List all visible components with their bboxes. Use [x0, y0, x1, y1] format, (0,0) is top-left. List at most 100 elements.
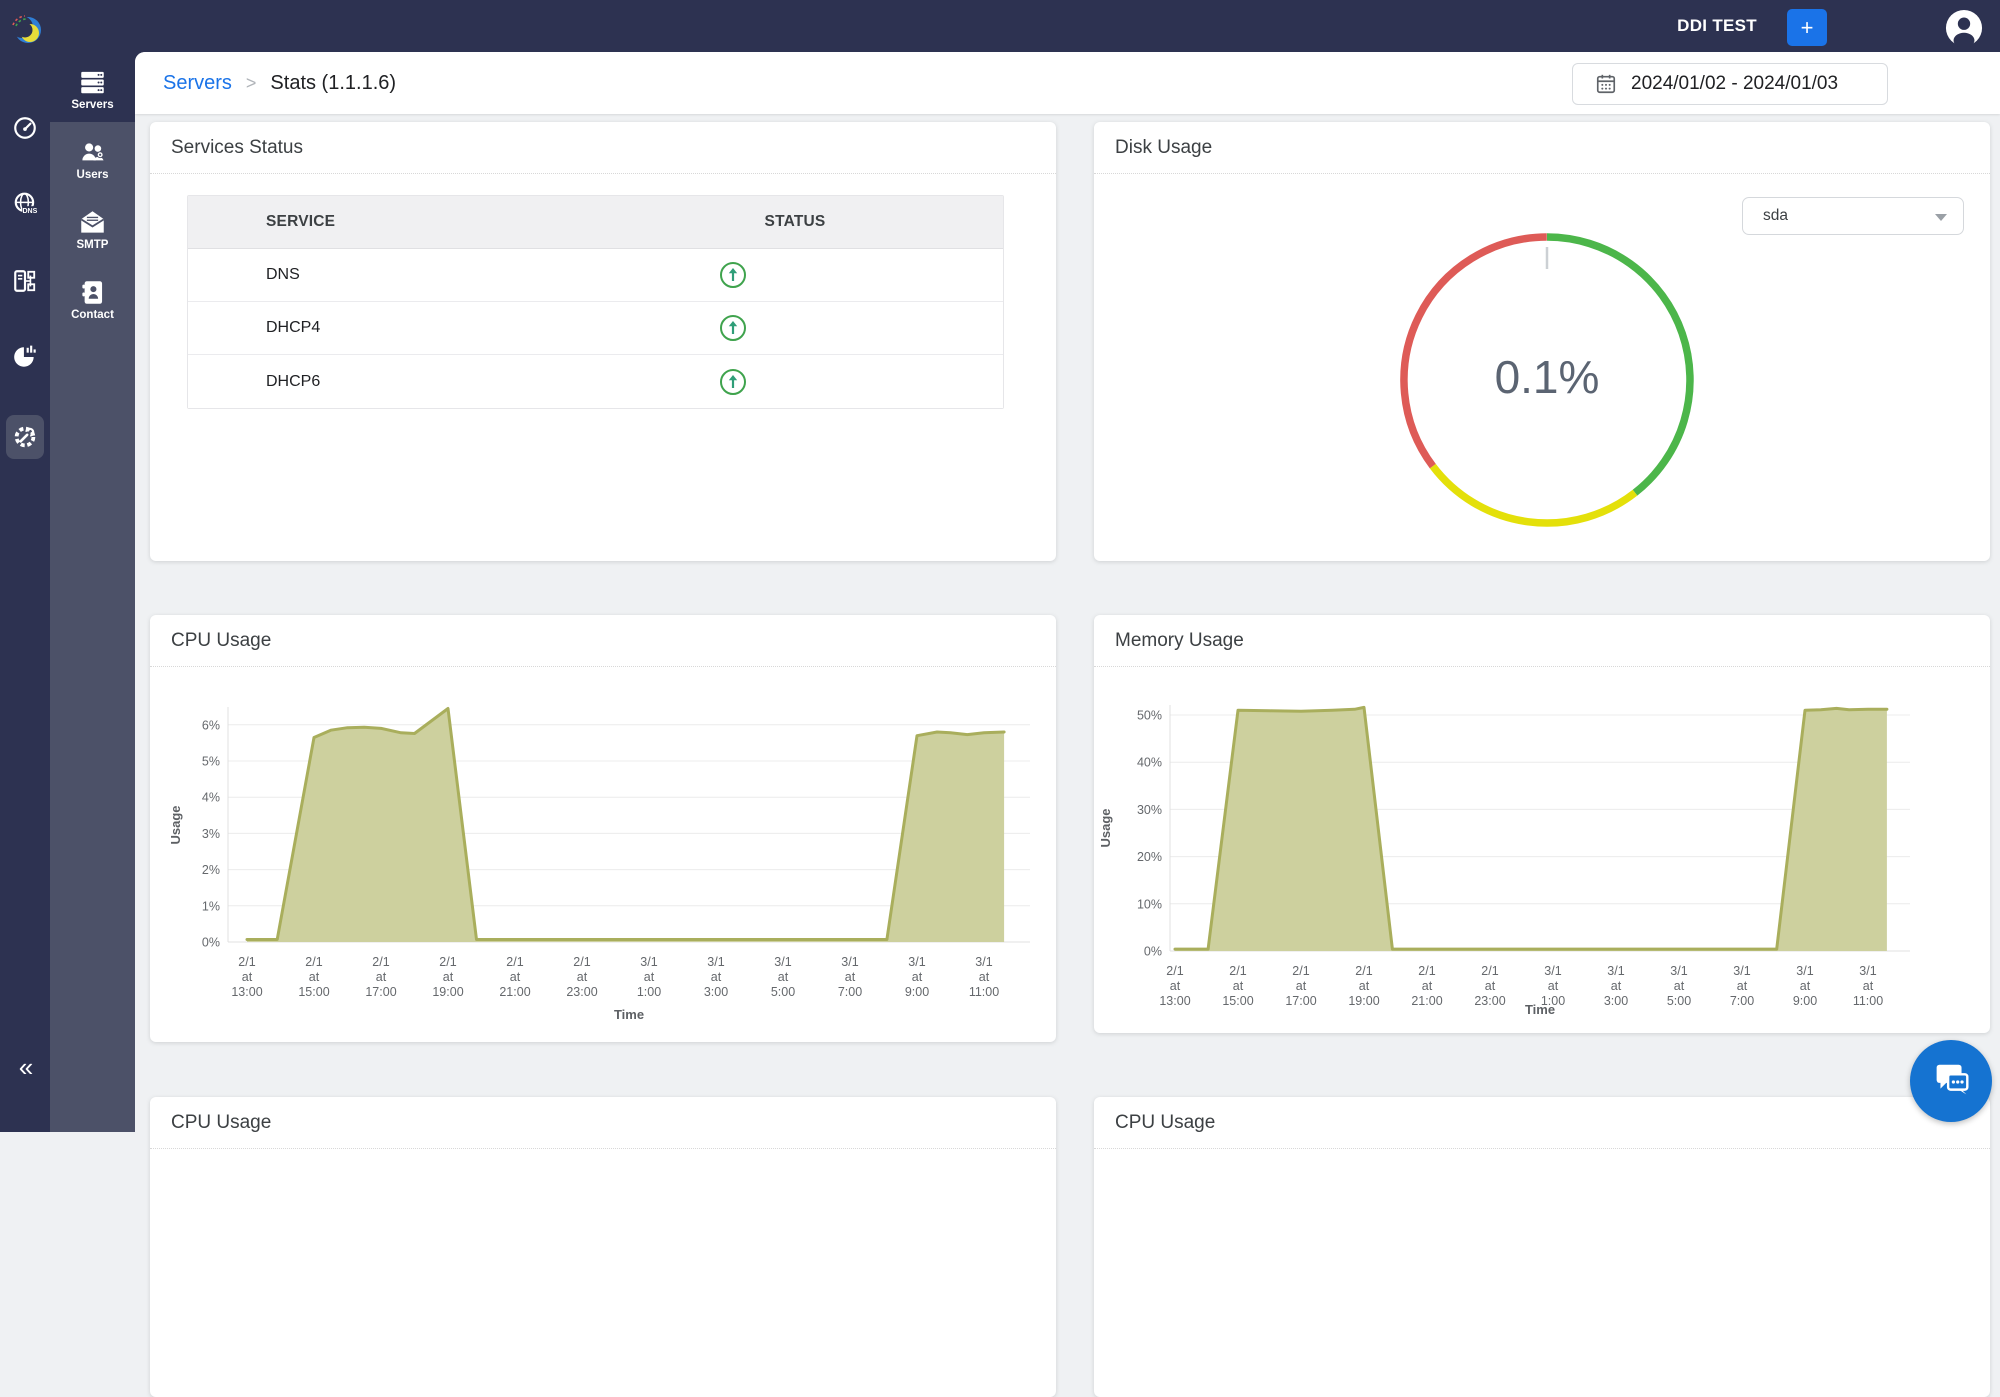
sidebar-collapse-button[interactable]: « — [9, 1052, 43, 1084]
table-row: DHCP4 — [188, 302, 1003, 355]
service-name: DNS — [188, 266, 463, 284]
sidebar-item-dashboard[interactable] — [12, 115, 38, 141]
disk-usage-value: 0.1% — [1447, 350, 1647, 404]
sidebar-item-reports[interactable] — [12, 344, 38, 370]
sidebar-item-smtp[interactable]: SMTP — [50, 192, 135, 262]
disk-usage-gauge — [1094, 122, 1990, 561]
svg-text:40%: 40% — [1137, 756, 1162, 770]
svg-text:DNS: DNS — [22, 208, 37, 215]
users-icon — [79, 139, 106, 166]
svg-text:0%: 0% — [1144, 945, 1162, 959]
chat-bubbles-icon — [1928, 1058, 1974, 1104]
primary-sidebar: DNS « — [0, 0, 50, 1132]
sidebar-item-ipam[interactable] — [12, 268, 38, 294]
sidebar-item-label: SMTP — [50, 239, 135, 251]
cpu-usage-card-3: CPU Usage — [1094, 1097, 1990, 1397]
sidebar-item-contact[interactable]: Contact — [50, 262, 135, 332]
sidebar-item-label: Contact — [50, 309, 135, 321]
service-name: DHCP6 — [188, 373, 463, 391]
svg-text:30%: 30% — [1137, 803, 1162, 817]
svg-text:3%: 3% — [202, 827, 220, 841]
card-title: CPU Usage — [1094, 1097, 1990, 1149]
column-header-status: STATUS — [463, 213, 1003, 231]
sidebar-item-settings[interactable] — [12, 424, 38, 450]
svg-text:6%: 6% — [202, 718, 220, 732]
svg-text:10%: 10% — [1137, 897, 1162, 911]
column-header-service: SERVICE — [188, 213, 463, 231]
sidebar-item-users[interactable]: Users — [50, 122, 135, 192]
cpu-usage-card-2: CPU Usage — [150, 1097, 1056, 1397]
sidebar-item-label: Servers — [50, 99, 135, 111]
sidebar-item-servers[interactable]: Servers — [50, 52, 135, 122]
speedometer-icon — [12, 115, 38, 141]
user-avatar[interactable] — [1945, 9, 1983, 47]
card-title: CPU Usage — [150, 615, 1056, 667]
smtp-mail-icon — [79, 209, 106, 236]
svg-text:20%: 20% — [1137, 850, 1162, 864]
service-name: DHCP4 — [188, 319, 463, 337]
app-logo[interactable] — [5, 7, 47, 53]
svg-text:4%: 4% — [202, 791, 220, 805]
card-title: Services Status — [150, 122, 1056, 174]
svg-text:Time: Time — [614, 1007, 644, 1022]
top-bar: DDI TEST + — [0, 0, 2000, 52]
server-network-icon — [12, 268, 38, 294]
table-row: DHCP6 — [188, 355, 1003, 408]
org-name: DDI TEST — [1677, 0, 1757, 52]
sidebar-item-dns[interactable]: DNS — [12, 191, 38, 217]
breadcrumb: Servers > Stats (1.1.1.6) 2024/01/02 - 2… — [135, 52, 2000, 114]
breadcrumb-link-servers[interactable]: Servers — [163, 72, 232, 95]
disk-usage-card: Disk Usage sda 0.1% — [1094, 122, 1990, 561]
collapse-chevrons-icon: « — [19, 1052, 33, 1082]
service-status — [463, 367, 1003, 397]
services-table: SERVICE STATUS DNS DHCP4 — [187, 195, 1004, 409]
account-circle-icon — [1945, 9, 1983, 47]
service-status — [463, 260, 1003, 290]
svg-text:5%: 5% — [202, 755, 220, 769]
service-status — [463, 313, 1003, 343]
card-title: CPU Usage — [150, 1097, 1056, 1149]
status-up-icon — [718, 313, 748, 343]
breadcrumb-separator: > — [246, 73, 257, 94]
date-range-picker[interactable]: 2024/01/02 - 2024/01/03 — [1572, 63, 1888, 105]
chat-widget-button[interactable] — [1910, 1040, 1992, 1122]
svg-text:Usage: Usage — [168, 805, 183, 844]
chevron-down-icon — [1935, 214, 1947, 221]
disk-device-select[interactable]: sda — [1742, 197, 1964, 235]
sidebar-item-label: Users — [50, 169, 135, 181]
table-row: DNS — [188, 249, 1003, 302]
logo-swirl-icon — [5, 7, 47, 53]
svg-text:1%: 1% — [202, 899, 220, 913]
add-button[interactable]: + — [1787, 9, 1827, 46]
date-range-value: 2024/01/02 - 2024/01/03 — [1631, 73, 1838, 95]
svg-text:2%: 2% — [202, 863, 220, 877]
gear-wrench-icon — [12, 424, 38, 450]
svg-text:0%: 0% — [202, 936, 220, 950]
secondary-sidebar: Servers Users SMTP Contact — [50, 52, 135, 1132]
contact-book-icon — [79, 279, 106, 306]
page-title: Stats (1.1.1.6) — [270, 72, 396, 95]
servers-icon — [79, 69, 106, 96]
